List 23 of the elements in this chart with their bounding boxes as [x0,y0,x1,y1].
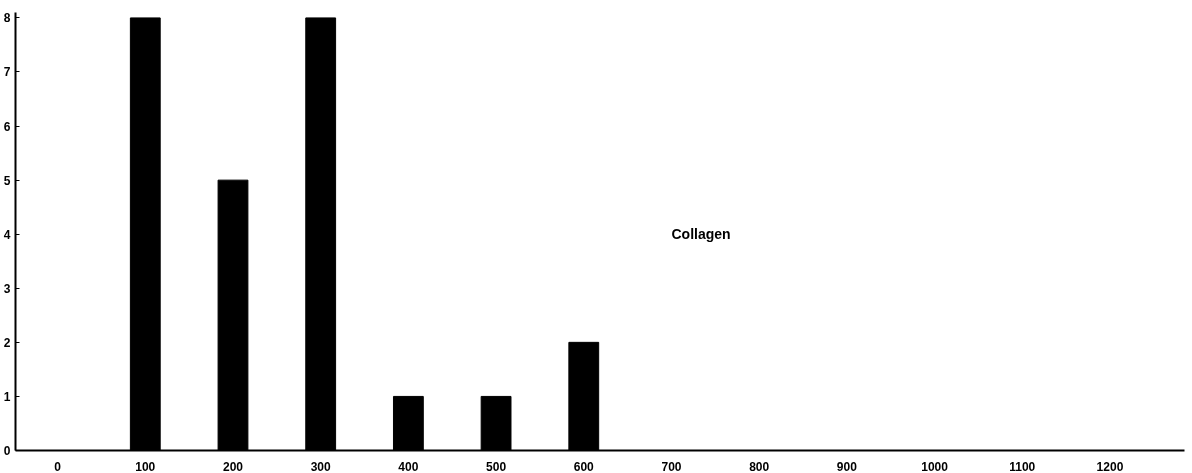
x-tick-label: 1100 [1009,459,1036,473]
y-tick-label: 3 [3,281,11,296]
y-tick-label: 4 [3,227,11,242]
y-tick-label: 5 [3,173,11,188]
x-tick-label: 1200 [1096,459,1124,473]
x-tick-label: 100 [135,459,156,473]
annotation: Collagen [671,226,731,243]
x-tick-label: 600 [573,459,595,473]
y-tick-label: 1 [3,389,11,404]
x-tick-label: 0 [54,459,62,473]
x-tick-label: 500 [486,459,507,473]
x-tick-label: 900 [836,459,858,473]
x-tick-label: 200 [222,459,244,473]
y-tick-label: 2 [3,335,11,350]
y-tick-label: 6 [3,119,11,134]
y-tick-label: 8 [3,11,11,26]
y-tick-label: 0 [3,444,11,458]
x-tick-label: 700 [661,459,682,473]
y-tick-label: 7 [3,65,11,80]
x-tick-label: 1000 [921,459,949,473]
x-tick-label: 300 [310,459,332,473]
x-tick-label: 800 [749,459,770,473]
x-tick-label: 400 [398,459,419,473]
